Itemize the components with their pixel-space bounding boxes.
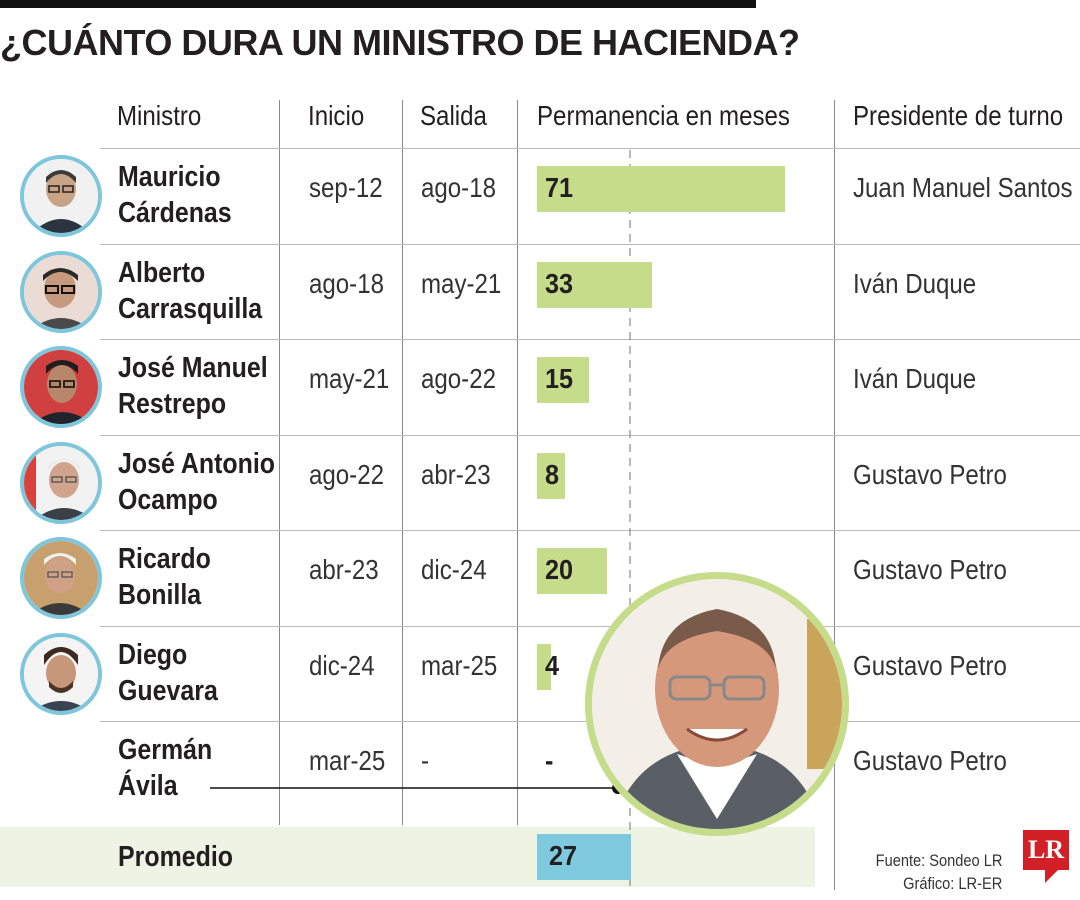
bar-label: 20 (545, 554, 574, 585)
inicio-cell: mar-25 (309, 745, 386, 776)
row-divider (100, 626, 1080, 627)
presidente-cell: Gustavo Petro (853, 554, 1007, 585)
top-rule (0, 0, 756, 8)
header-presidente: Presidente de turno (853, 100, 1064, 131)
avatar-ricardo-bonilla (20, 537, 102, 619)
promedio-value: 27 (549, 840, 578, 871)
inicio-cell: abr-23 (309, 554, 379, 585)
row-divider (100, 435, 1080, 436)
lr-logo: LR (1023, 830, 1069, 870)
salida-cell: - (421, 745, 430, 776)
minister-name: Diego Guevara (118, 639, 218, 707)
avatar-diego-guevara (20, 633, 102, 715)
column-divider (279, 100, 280, 825)
avatar-jose-antonio-ocampo (20, 442, 102, 524)
presidente-cell: Gustavo Petro (853, 650, 1007, 681)
row-divider (100, 530, 1080, 531)
header-salida: Salida (420, 100, 487, 131)
promedio-label: Promedio (118, 841, 234, 873)
inicio-cell: dic-24 (309, 650, 375, 681)
avatar-jose-manuel-restrepo (20, 346, 102, 428)
salida-cell: ago-22 (421, 363, 496, 394)
inicio-cell: ago-22 (309, 459, 384, 490)
promedio-band (0, 827, 815, 887)
bar-label: 4 (545, 650, 560, 681)
presidente-cell: Iván Duque (853, 363, 977, 394)
bar-label: 15 (545, 363, 574, 394)
header-inicio: Inicio (308, 100, 365, 131)
bar-label: 33 (545, 268, 574, 299)
minister-name: Ricardo Bonilla (118, 543, 211, 611)
pointer-line (210, 782, 624, 794)
source-note: Fuente: Sondeo LR (875, 851, 1002, 870)
header-ministro: Ministro (117, 100, 202, 131)
row-divider (100, 339, 1080, 340)
bar-diego-guevara (537, 644, 551, 690)
bar-label: 71 (545, 172, 574, 203)
salida-cell: ago-18 (421, 172, 496, 203)
minister-name: Germán Ávila (118, 734, 213, 802)
bar-label: 8 (545, 459, 560, 490)
bar-ricardo-bonilla (537, 548, 607, 594)
graphic-credit: Gráfico: LR-ER (902, 874, 1002, 893)
presidente-cell: Gustavo Petro (853, 459, 1007, 490)
bar-promedio (537, 834, 631, 880)
photo-german-avila (585, 572, 849, 836)
salida-cell: mar-25 (421, 650, 498, 681)
row-divider (100, 244, 1080, 245)
inicio-cell: ago-18 (309, 268, 384, 299)
salida-cell: may-21 (421, 268, 502, 299)
row-divider (100, 148, 1080, 149)
bar-label: - (545, 745, 554, 776)
bar-alberto-carrasquilla (537, 262, 652, 308)
chart-title: ¿CUÁNTO DURA UN MINISTRO DE HACIENDA? (0, 22, 800, 63)
inicio-cell: may-21 (309, 363, 390, 394)
column-divider (834, 100, 835, 890)
minister-name: Mauricio Cárdenas (118, 161, 232, 229)
avatar-alberto-carrasquilla (20, 251, 102, 333)
bar-jose-manuel-restrepo (537, 357, 589, 403)
lr-logo-tail (1045, 869, 1059, 883)
inicio-cell: sep-12 (309, 172, 383, 203)
column-divider (402, 100, 403, 825)
presidente-cell: Iván Duque (853, 268, 977, 299)
avatar-mauricio-cardenas (20, 155, 102, 237)
salida-cell: abr-23 (421, 459, 491, 490)
minister-name: Alberto Carrasquilla (118, 257, 263, 325)
salida-cell: dic-24 (421, 554, 487, 585)
column-divider (517, 100, 518, 825)
presidente-cell: Gustavo Petro (853, 745, 1007, 776)
header-permanencia: Permanencia en meses (537, 100, 790, 131)
presidente-cell: Juan Manuel Santos (853, 172, 1073, 203)
bar-jose-antonio-ocampo (537, 453, 565, 499)
minister-name: José Manuel Restrepo (118, 352, 268, 420)
minister-name: José Antonio Ocampo (118, 448, 276, 516)
bar-mauricio-cardenas (537, 166, 785, 212)
